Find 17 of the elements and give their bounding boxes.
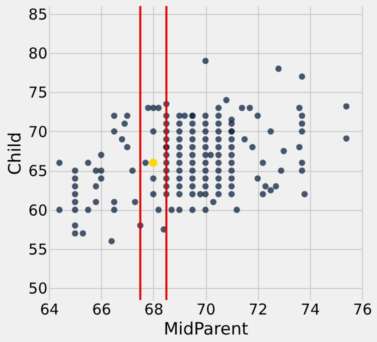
y-tick-label: 85	[28, 5, 48, 24]
x-tick-label: 72	[248, 300, 268, 318]
x-tick-label: 66	[92, 300, 112, 318]
x-tick-label: 70	[196, 300, 216, 318]
y-tick-label: 60	[28, 201, 48, 220]
y-tick-label: 70	[28, 122, 48, 141]
x-axis-title: MidParent	[164, 320, 249, 340]
x-tick-label: 68	[144, 300, 164, 318]
y-tick-label: 55	[28, 240, 48, 259]
x-tick-label: 76	[352, 300, 372, 318]
y-axis-title: Child	[5, 132, 26, 175]
y-tick-label: 80	[28, 44, 48, 63]
x-tick-label: 74	[300, 300, 320, 318]
y-tick-label: 75	[28, 84, 48, 102]
x-tick-label: 64	[40, 300, 60, 318]
y-tick-label: 65	[28, 162, 48, 180]
y-tick-label: 50	[28, 280, 48, 298]
